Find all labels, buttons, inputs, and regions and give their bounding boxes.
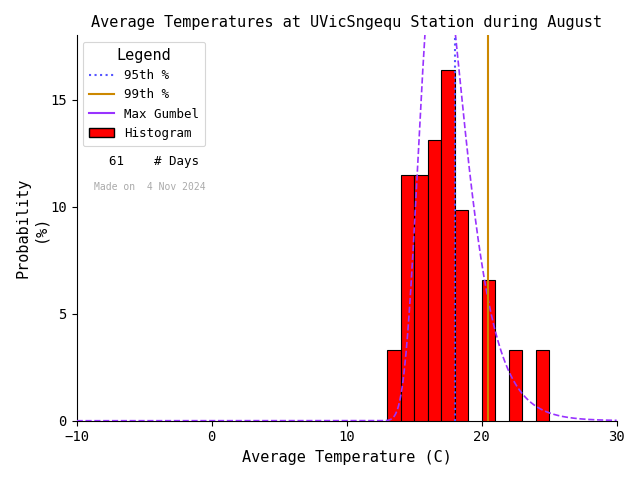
Bar <box>482 280 495 421</box>
Bar <box>387 350 401 421</box>
Bar <box>441 70 454 421</box>
Title: Average Temperatures at UVicSngequ Station during August: Average Temperatures at UVicSngequ Stati… <box>91 15 602 30</box>
Text: Made on  4 Nov 2024: Made on 4 Nov 2024 <box>94 181 206 192</box>
Text: 61    # Days: 61 # Days <box>94 155 199 168</box>
Bar <box>536 350 549 421</box>
Bar <box>509 350 522 421</box>
Bar <box>414 175 428 421</box>
Bar <box>428 140 441 421</box>
Bar <box>454 210 468 421</box>
Legend: 95th %, 99th %, Max Gumbel, Histogram: 95th %, 99th %, Max Gumbel, Histogram <box>83 42 205 146</box>
X-axis label: Average Temperature (C): Average Temperature (C) <box>242 450 452 465</box>
Y-axis label: Probability
(%): Probability (%) <box>15 178 47 278</box>
Bar <box>401 175 414 421</box>
